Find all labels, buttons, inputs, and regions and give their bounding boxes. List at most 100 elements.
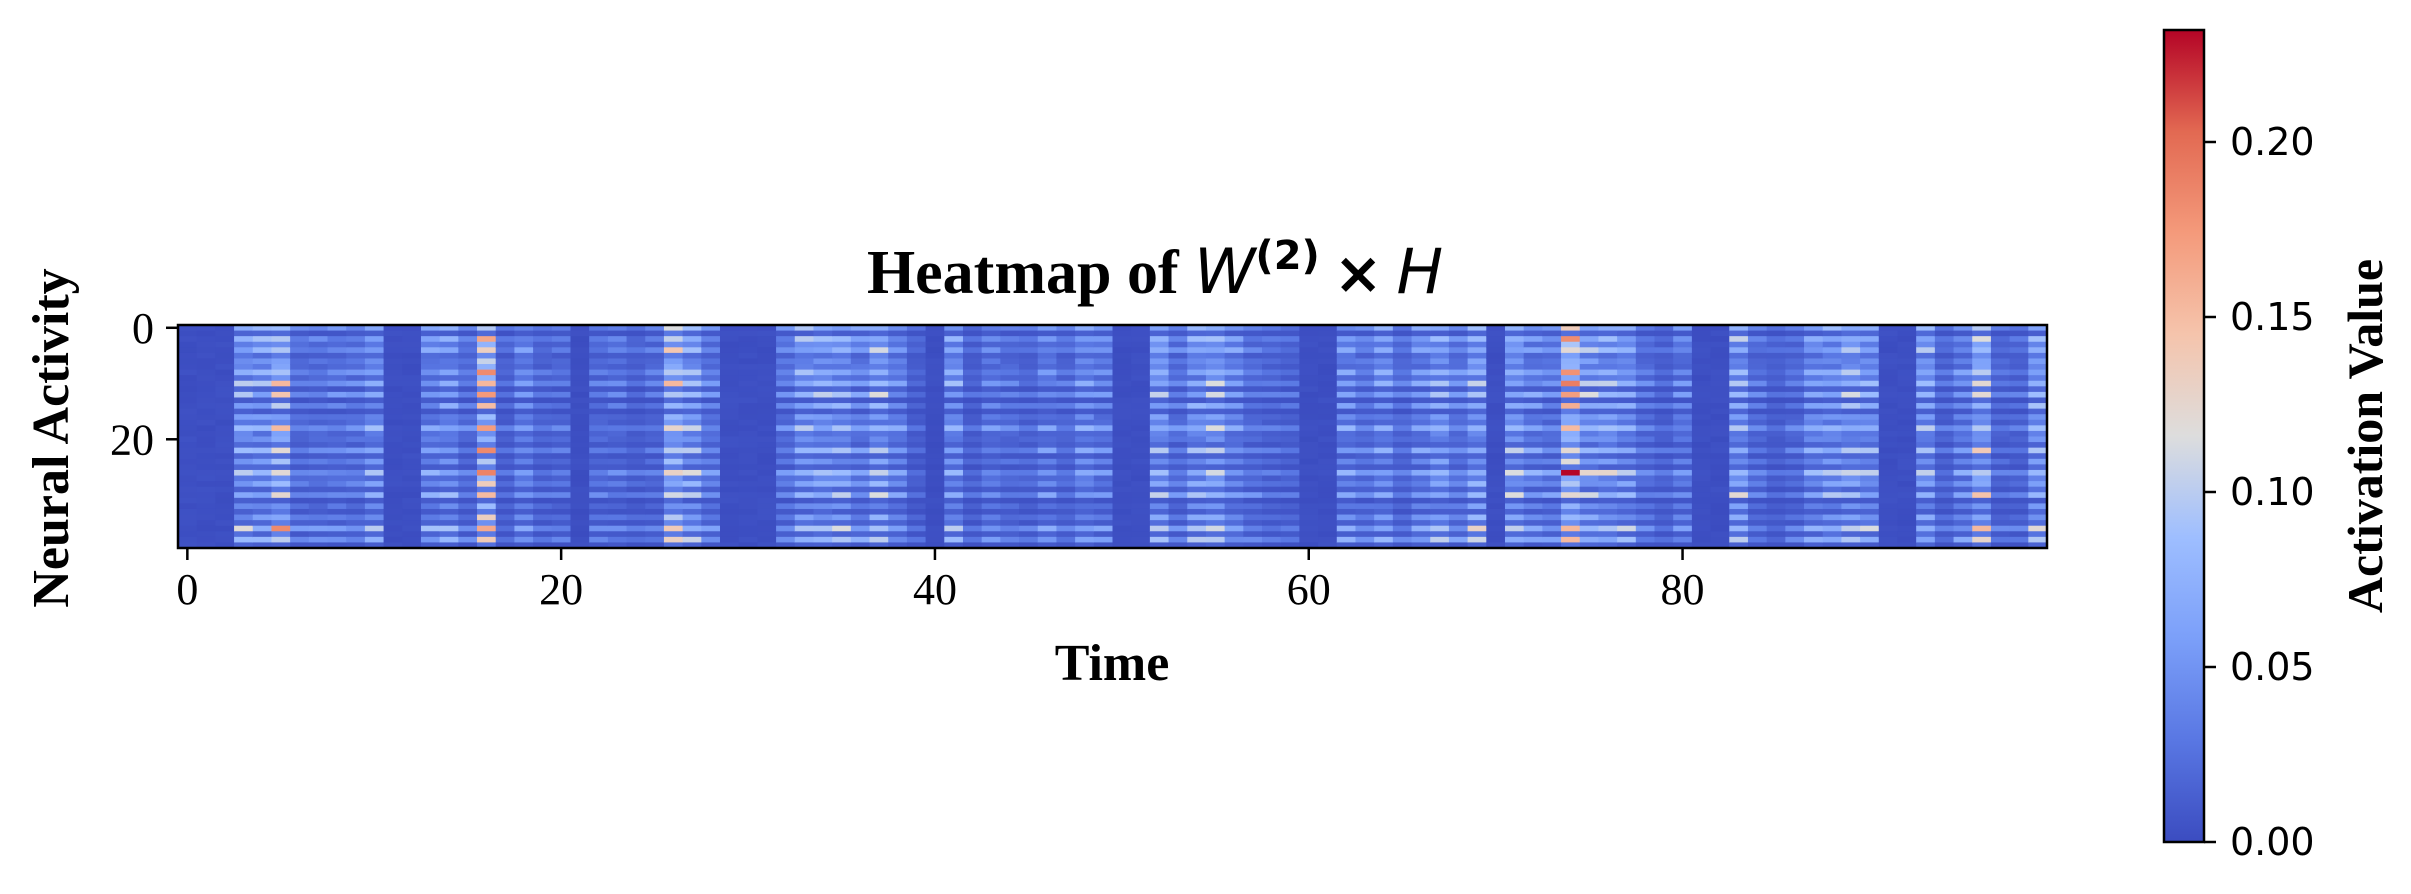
heatmap-cell [551, 447, 572, 454]
heatmap-cell [178, 358, 198, 365]
heatmap-cell [1374, 453, 1394, 460]
heatmap-cell [1037, 447, 1058, 454]
heatmap-cell [1205, 358, 1226, 365]
heatmap-cell [1953, 330, 1973, 337]
heatmap-cell [1075, 536, 1095, 544]
heatmap-cell [1467, 408, 1487, 415]
heatmap-cell [458, 325, 478, 332]
heatmap-cell [402, 397, 422, 404]
heatmap-cell [533, 397, 553, 404]
heatmap-cell [1392, 464, 1413, 471]
heatmap-cell [645, 536, 665, 544]
heatmap-cell [1542, 475, 1562, 482]
heatmap-cell [1280, 325, 1300, 332]
heatmap-cell [925, 436, 945, 443]
heatmap-cell [1579, 386, 1600, 393]
heatmap-cell [944, 520, 964, 527]
heatmap-cell [364, 542, 385, 549]
heatmap-cell [1654, 430, 1674, 438]
heatmap-cell [495, 419, 516, 426]
heatmap-cell [1617, 386, 1637, 393]
heatmap-cell [1860, 430, 1880, 438]
heatmap-cell [1691, 536, 1712, 544]
heatmap-cell [1542, 369, 1562, 376]
heatmap-cell [589, 536, 609, 544]
heatmap-cell [701, 397, 721, 404]
heatmap-cell [1598, 369, 1618, 376]
heatmap-cell [1037, 325, 1058, 332]
heatmap-cell [1691, 458, 1712, 465]
heatmap-cell [1785, 442, 1805, 449]
heatmap-cell [869, 336, 889, 343]
heatmap-cell [1841, 364, 1861, 371]
heatmap-cell [1561, 386, 1581, 393]
heatmap-cell [1822, 525, 1843, 532]
heatmap-cell [906, 481, 927, 488]
heatmap-cell [178, 475, 198, 482]
heatmap-cell [1336, 364, 1357, 371]
heatmap-cell [1542, 380, 1562, 387]
heatmap-cell [1168, 453, 1188, 460]
heatmap-cell [925, 514, 945, 521]
heatmap-cell [850, 469, 871, 477]
heatmap-cell [925, 525, 945, 532]
heatmap-cell [906, 386, 927, 393]
heatmap-cell [570, 430, 590, 438]
heatmap-cell [1131, 347, 1151, 354]
heatmap-cell [1972, 497, 1992, 504]
heatmap-cell [1691, 520, 1712, 527]
heatmap-cell [2028, 514, 2048, 521]
heatmap-cell [271, 386, 291, 393]
heatmap-cell [1149, 542, 1170, 549]
heatmap-cell [1374, 464, 1394, 471]
heatmap-cell [1878, 414, 1899, 421]
heatmap-cell [813, 336, 833, 343]
heatmap-cell [720, 497, 740, 504]
heatmap-cell [1785, 520, 1805, 527]
heatmap-cell [1822, 352, 1843, 360]
heatmap-cell [1392, 536, 1413, 544]
heatmap-cell [962, 442, 983, 449]
heatmap-cell [832, 492, 852, 499]
heatmap-cell [364, 503, 385, 510]
heatmap-cell [1542, 514, 1562, 521]
heatmap-cell [1654, 536, 1674, 544]
heatmap-cell [962, 481, 983, 488]
heatmap-cell [1355, 447, 1375, 454]
heatmap-cell [626, 542, 646, 549]
heatmap-cell [962, 430, 983, 438]
heatmap-cell [1430, 447, 1450, 454]
heatmap-cell [420, 425, 441, 432]
heatmap-cell [1187, 430, 1207, 438]
heatmap-cell [776, 375, 796, 382]
heatmap-cell [533, 358, 553, 365]
heatmap-cell [1019, 330, 1039, 337]
heatmap-cell [1392, 386, 1413, 393]
heatmap-cell [1972, 408, 1992, 415]
heatmap-cell [607, 481, 628, 488]
heatmap-cell [1747, 375, 1768, 382]
heatmap-cell [1617, 542, 1637, 549]
heatmap-cell [327, 542, 347, 549]
heatmap-cell [888, 375, 908, 382]
heatmap-cell [701, 352, 721, 360]
heatmap-cell [1542, 503, 1562, 510]
heatmap-cell [1411, 508, 1431, 516]
heatmap-cell [1131, 442, 1151, 449]
heatmap-cell [477, 514, 497, 521]
heatmap-cell [888, 397, 908, 404]
heatmap-cell [757, 391, 777, 399]
heatmap-cell [645, 352, 665, 360]
heatmap-cell [495, 403, 516, 410]
heatmap-cell [1860, 397, 1880, 404]
heatmap-cell [1691, 425, 1712, 432]
heatmap-cell [607, 436, 628, 443]
heatmap-cell [1149, 369, 1170, 376]
heatmap-cell [1785, 386, 1805, 393]
heatmap-cell [738, 520, 758, 527]
heatmap-cell [364, 419, 385, 426]
heatmap-cell [2009, 419, 2029, 426]
heatmap-cell [1205, 447, 1226, 454]
heatmap-cell [869, 408, 889, 415]
heatmap-cell [1318, 469, 1338, 477]
